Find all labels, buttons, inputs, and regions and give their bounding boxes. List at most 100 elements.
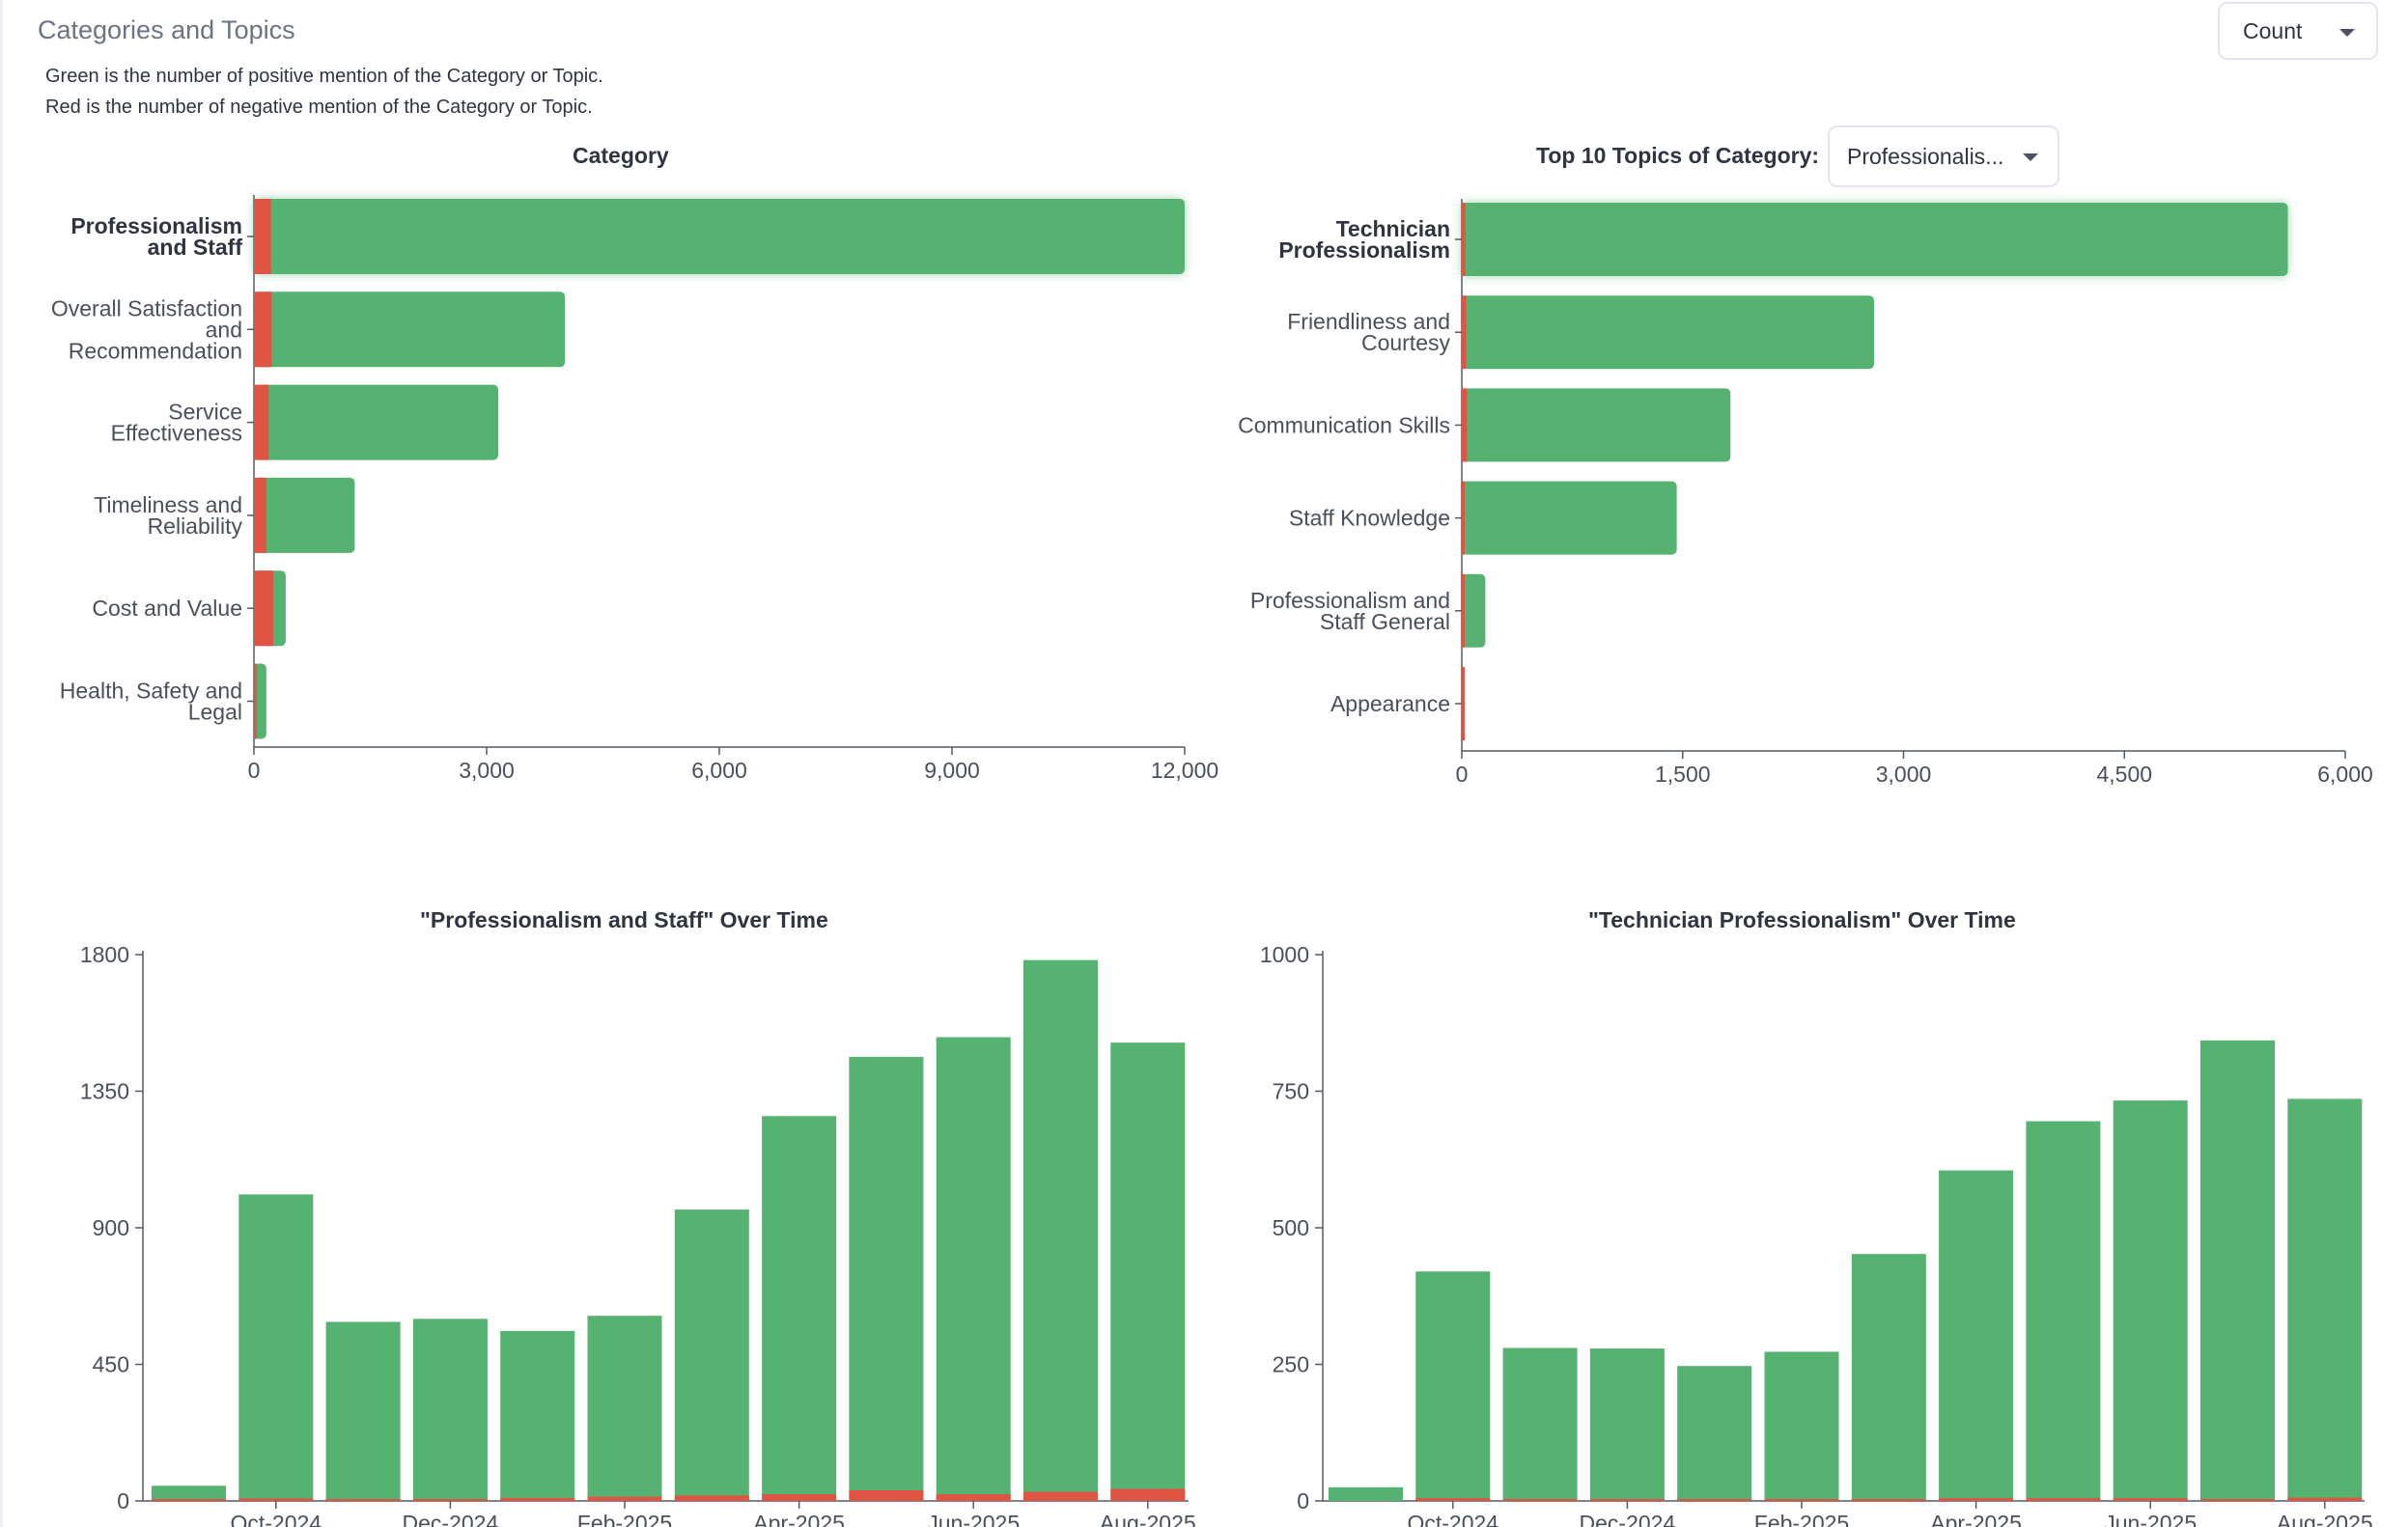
x-tick-label: Dec-2024 bbox=[1580, 1511, 1676, 1527]
bar-negative[interactable] bbox=[1023, 1491, 1098, 1501]
y-tick-label: 450 bbox=[93, 1352, 129, 1377]
category-label: Legal bbox=[188, 700, 242, 725]
bar-negative[interactable] bbox=[500, 1497, 575, 1501]
category-label: Service bbox=[168, 400, 242, 425]
bar-positive[interactable] bbox=[1462, 481, 1677, 555]
bar-positive[interactable] bbox=[500, 1330, 575, 1501]
bar-negative[interactable] bbox=[254, 570, 274, 647]
bar-negative[interactable] bbox=[254, 384, 269, 460]
bar-negative[interactable] bbox=[1462, 388, 1468, 462]
bar-negative[interactable] bbox=[1462, 203, 1466, 276]
bar-positive[interactable] bbox=[1329, 1486, 1403, 1501]
category-label: Professionalism bbox=[1278, 237, 1450, 263]
bar-positive[interactable] bbox=[2287, 1098, 2363, 1501]
bar-positive[interactable] bbox=[254, 199, 1185, 274]
chevron-down-icon bbox=[2023, 153, 2038, 161]
bar-negative[interactable] bbox=[936, 1494, 1011, 1501]
bar-positive[interactable] bbox=[1462, 295, 1874, 370]
category-label: Timeliness and bbox=[94, 492, 242, 517]
metric-select-value: Count bbox=[2243, 17, 2303, 43]
category-label: Appearance bbox=[1330, 691, 1450, 716]
bar-positive[interactable] bbox=[1851, 1254, 1926, 1501]
category-label: Recommendation bbox=[69, 338, 242, 363]
bar-negative[interactable] bbox=[1110, 1488, 1186, 1501]
bar-positive[interactable] bbox=[238, 1194, 314, 1501]
bar-negative[interactable] bbox=[1502, 1499, 1578, 1501]
bar-negative[interactable] bbox=[2026, 1498, 2101, 1501]
x-tick-label: Aug-2025 bbox=[2277, 1511, 2373, 1527]
bar-negative[interactable] bbox=[325, 1499, 401, 1501]
bar-negative[interactable] bbox=[1851, 1499, 1926, 1501]
x-tick-label: Feb-2025 bbox=[577, 1511, 672, 1527]
bar-negative[interactable] bbox=[587, 1496, 662, 1501]
bar-negative[interactable] bbox=[1462, 481, 1465, 555]
bar-positive[interactable] bbox=[1462, 573, 1486, 648]
bar-positive[interactable] bbox=[1764, 1351, 1839, 1501]
bar-negative[interactable] bbox=[1462, 573, 1465, 648]
x-tick-label: 3,000 bbox=[459, 758, 515, 783]
bar-positive[interactable] bbox=[1023, 959, 1098, 1501]
bar-positive[interactable] bbox=[1939, 1170, 2014, 1501]
bar-negative[interactable] bbox=[412, 1499, 488, 1501]
bar-positive[interactable] bbox=[674, 1209, 749, 1501]
bar-positive[interactable] bbox=[1677, 1366, 1752, 1501]
category-label: Reliability bbox=[148, 514, 243, 539]
legend-note-positive: Green is the number of positive mention … bbox=[45, 66, 603, 87]
topic-over-time-title: "Technician Professionalism" Over Time bbox=[1588, 907, 2016, 932]
bar-negative[interactable] bbox=[2200, 1499, 2275, 1501]
bar-positive[interactable] bbox=[1110, 1042, 1186, 1501]
category-label: Effectiveness bbox=[111, 421, 242, 446]
bar-positive[interactable] bbox=[152, 1485, 226, 1501]
bar-negative[interactable] bbox=[1764, 1499, 1839, 1501]
bar-negative[interactable] bbox=[1415, 1498, 1491, 1501]
bar-negative[interactable] bbox=[254, 477, 266, 553]
bar-positive[interactable] bbox=[412, 1319, 488, 1501]
bar-positive[interactable] bbox=[254, 663, 266, 739]
bar-positive[interactable] bbox=[1589, 1348, 1665, 1501]
metric-select[interactable]: Count bbox=[2218, 2, 2378, 60]
bar-positive[interactable] bbox=[254, 292, 566, 368]
x-tick-label: 6,000 bbox=[2317, 762, 2373, 787]
category-select[interactable]: Professionalis... bbox=[1828, 125, 2059, 187]
bar-positive[interactable] bbox=[936, 1037, 1011, 1501]
bar-positive[interactable] bbox=[2113, 1100, 2188, 1501]
bar-negative[interactable] bbox=[254, 199, 271, 274]
category-label: and Staff bbox=[148, 235, 243, 260]
bar-positive[interactable] bbox=[1462, 388, 1731, 462]
bar-negative[interactable] bbox=[674, 1495, 749, 1501]
bar-positive[interactable] bbox=[762, 1116, 837, 1501]
bar-positive[interactable] bbox=[1462, 203, 2288, 276]
bar-negative[interactable] bbox=[1462, 667, 1465, 740]
bar-positive[interactable] bbox=[587, 1316, 662, 1501]
bar-negative[interactable] bbox=[152, 1499, 226, 1501]
bar-negative[interactable] bbox=[2287, 1497, 2363, 1501]
category-label: Staff General bbox=[1320, 609, 1450, 634]
bar-negative[interactable] bbox=[254, 292, 272, 368]
chevron-down-icon bbox=[2339, 29, 2355, 37]
bar-positive[interactable] bbox=[849, 1056, 924, 1501]
category-chart-title: Category bbox=[573, 143, 669, 168]
bar-positive[interactable] bbox=[254, 384, 499, 460]
bar-positive[interactable] bbox=[1415, 1271, 1491, 1501]
category-label: Health, Safety and bbox=[60, 679, 242, 704]
bar-negative[interactable] bbox=[1589, 1499, 1665, 1501]
bar-negative[interactable] bbox=[238, 1498, 314, 1501]
y-tick-label: 750 bbox=[1273, 1079, 1309, 1104]
bar-positive[interactable] bbox=[325, 1321, 401, 1501]
bar-negative[interactable] bbox=[1677, 1499, 1752, 1501]
bar-negative[interactable] bbox=[1939, 1498, 2014, 1501]
category-label: Friendliness and bbox=[1287, 309, 1450, 334]
bar-negative[interactable] bbox=[2113, 1498, 2188, 1501]
bar-negative[interactable] bbox=[762, 1494, 837, 1501]
bar-positive[interactable] bbox=[2026, 1121, 2101, 1501]
section-title: Categories and Topics bbox=[38, 15, 295, 44]
category-over-time-title: "Professionalism and Staff" Over Time bbox=[420, 907, 828, 932]
bar-negative[interactable] bbox=[254, 663, 257, 739]
bar-positive[interactable] bbox=[2200, 1040, 2275, 1501]
bar-negative[interactable] bbox=[1462, 295, 1467, 370]
y-tick-label: 0 bbox=[1297, 1488, 1309, 1513]
bar-positive[interactable] bbox=[254, 477, 355, 553]
y-tick-label: 250 bbox=[1273, 1352, 1309, 1377]
bar-negative[interactable] bbox=[849, 1489, 924, 1501]
bar-positive[interactable] bbox=[1502, 1347, 1578, 1501]
